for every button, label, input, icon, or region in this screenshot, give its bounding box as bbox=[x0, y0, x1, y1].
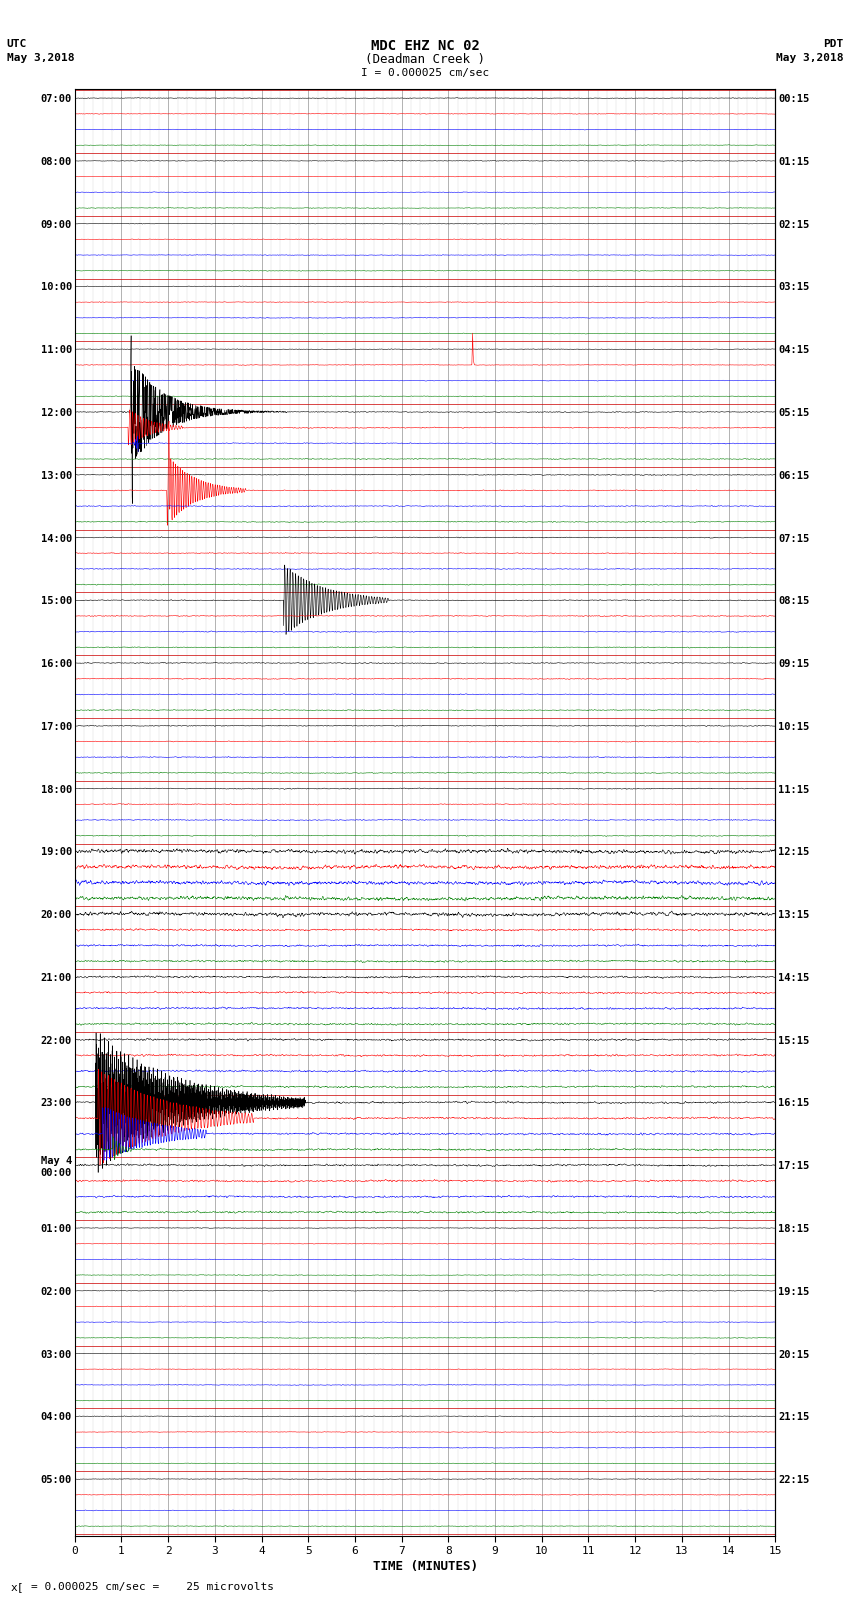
Text: I = 0.000025 cm/sec: I = 0.000025 cm/sec bbox=[361, 68, 489, 77]
Text: MDC EHZ NC 02: MDC EHZ NC 02 bbox=[371, 39, 479, 53]
Text: UTC: UTC bbox=[7, 39, 27, 48]
X-axis label: TIME (MINUTES): TIME (MINUTES) bbox=[372, 1560, 478, 1573]
Text: May 3,2018: May 3,2018 bbox=[776, 53, 843, 63]
Text: = 0.000025 cm/sec =    25 microvolts: = 0.000025 cm/sec = 25 microvolts bbox=[31, 1582, 275, 1592]
Text: (Deadman Creek ): (Deadman Creek ) bbox=[365, 53, 485, 66]
Text: May 3,2018: May 3,2018 bbox=[7, 53, 74, 63]
Text: PDT: PDT bbox=[823, 39, 843, 48]
Text: x[: x[ bbox=[10, 1582, 24, 1592]
